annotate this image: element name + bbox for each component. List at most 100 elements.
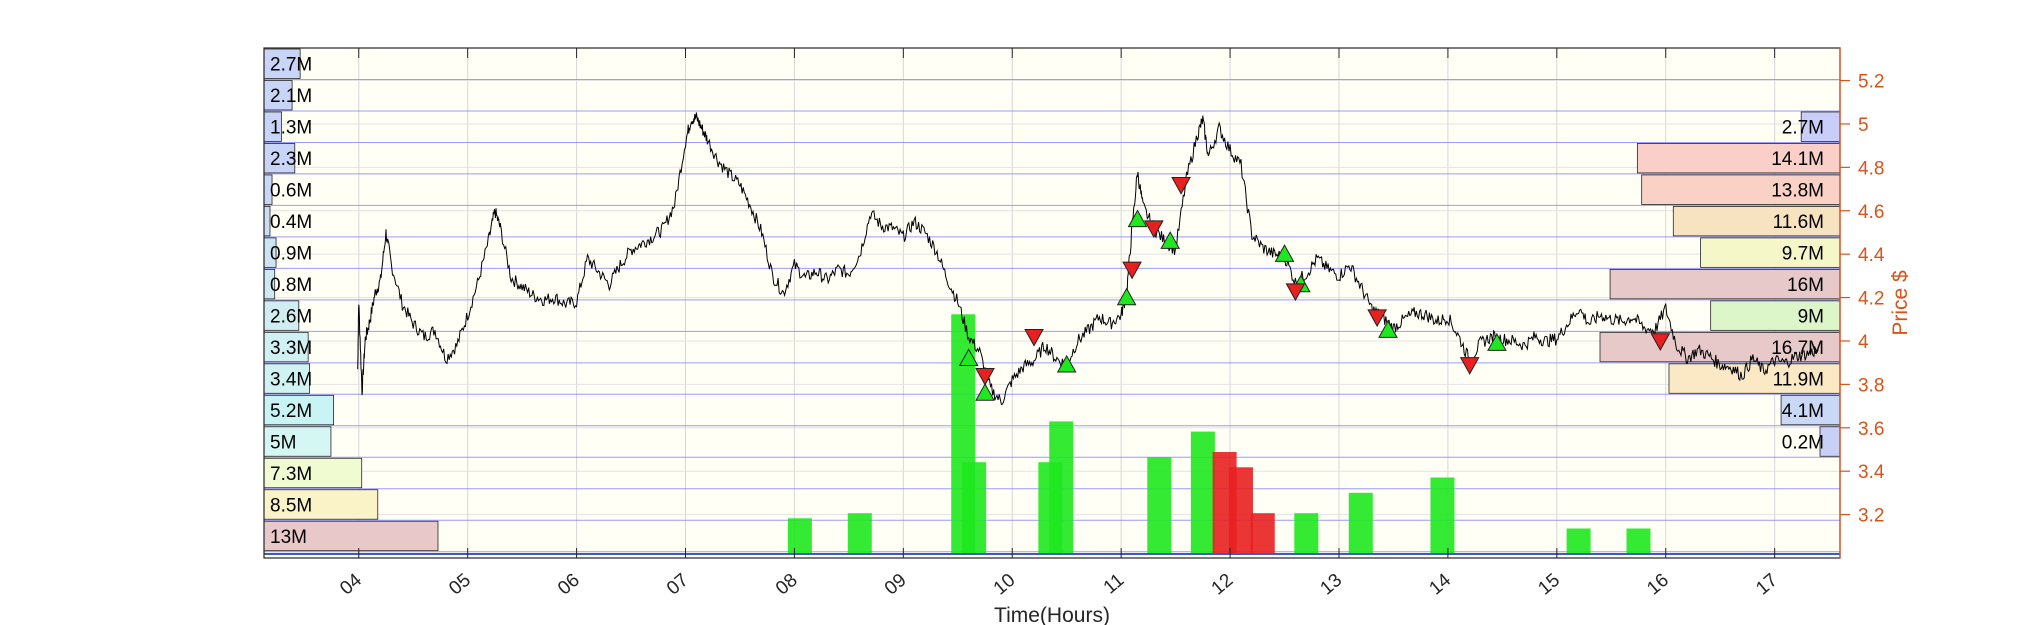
left-profile-bar xyxy=(263,300,300,331)
right-profile-bar xyxy=(1700,237,1841,268)
right-profile-label: 9M xyxy=(1798,307,1824,328)
buy-marker xyxy=(1116,287,1137,306)
sell-marker xyxy=(1143,220,1164,239)
left-profile-label: 13M xyxy=(270,527,307,548)
sell-marker xyxy=(1367,309,1387,328)
left-profile-label: 3.3M xyxy=(270,338,312,359)
x-tick-label: 07 xyxy=(663,570,693,600)
buy-marker xyxy=(1160,231,1181,249)
left-profile-label: 0.4M xyxy=(270,212,312,233)
left-profile-label: 2.6M xyxy=(270,307,312,328)
sell-marker xyxy=(1024,328,1044,347)
volume-bars xyxy=(264,314,1840,555)
y-tick-label: 5.2 xyxy=(1858,72,1884,93)
right-profile-label: 16M xyxy=(1787,275,1824,296)
x-tick-label: 04 xyxy=(336,569,366,599)
y-tick-label: 4.2 xyxy=(1858,289,1884,310)
y-tick-label: 3.4 xyxy=(1858,462,1885,483)
volume-bar xyxy=(1626,528,1651,554)
buy-marker xyxy=(1274,244,1295,262)
right-profile-label: 13.8M xyxy=(1771,181,1824,202)
x-tick-label: 17 xyxy=(1752,570,1782,600)
volume-bar xyxy=(1250,513,1275,554)
left-profile-bar xyxy=(263,363,310,394)
right-profile-bar xyxy=(1636,143,1841,174)
sell-marker xyxy=(1650,333,1671,352)
volume-bar xyxy=(1294,513,1319,554)
buy-marker xyxy=(1127,209,1148,228)
right-profile-bar xyxy=(1609,268,1841,300)
left-profile-label: 2.7M xyxy=(270,55,312,76)
buy-marker xyxy=(975,383,995,401)
left-profile-label: 2.1M xyxy=(270,86,312,107)
right-profile-bar xyxy=(1780,394,1841,426)
y-axis-label: Price $ xyxy=(1889,270,1912,336)
sell-marker xyxy=(975,368,995,386)
left-profile-label: 3.4M xyxy=(270,369,312,390)
volume-bar xyxy=(787,518,812,554)
left-profile-label: 1.3M xyxy=(270,118,312,139)
buy-marker xyxy=(1487,333,1507,351)
y-axis-ticks: 3.2 3.4 3.6 3.8 4 4.2 4.4 4.6 4.8 5 5.2 xyxy=(1840,72,1885,527)
sell-marker xyxy=(1285,283,1306,302)
right-profile-label: 0.2M xyxy=(1782,432,1824,453)
sell-marker xyxy=(1459,357,1480,375)
x-tick-label: 16 xyxy=(1643,570,1673,600)
left-profile-bar xyxy=(263,520,439,552)
volume-bar xyxy=(1147,457,1172,554)
x-tick-label: 14 xyxy=(1425,569,1455,599)
left-profile-label: 2.3M xyxy=(270,149,312,170)
right-profile-bar xyxy=(1668,363,1841,394)
right-profile-label: 4.1M xyxy=(1782,401,1824,422)
y-tick-label: 3.2 xyxy=(1858,506,1884,527)
trade-markers xyxy=(958,177,1671,401)
right-profile-bar xyxy=(1672,206,1841,237)
buy-marker xyxy=(1056,354,1077,373)
volume-bar xyxy=(1049,421,1074,554)
right-profile-label: 14.1M xyxy=(1771,149,1824,170)
y-tick-label: 4.6 xyxy=(1858,202,1884,223)
volume-bar xyxy=(962,462,987,554)
volume-bar xyxy=(1190,431,1215,554)
y-tick-label: 5 xyxy=(1858,115,1869,136)
right-profile-bar xyxy=(1710,300,1841,331)
sell-marker xyxy=(1122,261,1142,280)
left-profile-label: 5M xyxy=(270,432,296,453)
x-tick-label: 13 xyxy=(1317,570,1347,600)
volume-bar xyxy=(1566,528,1591,554)
y-tick-label: 3.6 xyxy=(1858,419,1884,440)
right-volume-profile: 2.7M 14.1M 13.8M 11.6M 9.7M 16M 9M 16.7M 11.9M 4.… xyxy=(1599,111,1841,457)
left-profile-bar xyxy=(263,489,379,520)
volume-bar xyxy=(1348,492,1373,554)
x-tick-label: 09 xyxy=(881,570,911,600)
left-profile-bar xyxy=(263,394,334,426)
x-axis-label: Time(Hours) xyxy=(994,604,1110,625)
right-profile-label: 11.6M xyxy=(1773,212,1824,233)
left-profile-label: 0.8M xyxy=(270,275,312,296)
sell-marker xyxy=(1171,177,1191,195)
left-profile-label: 0.9M xyxy=(270,244,312,265)
volume-bar xyxy=(847,513,872,554)
y-tick-label: 4.8 xyxy=(1858,158,1884,179)
x-tick-label: 11 xyxy=(1100,570,1129,599)
right-profile-label: 9.7M xyxy=(1782,244,1824,265)
buy-marker xyxy=(958,348,979,367)
left-profile-bar xyxy=(263,48,301,79)
x-tick-label: 12 xyxy=(1208,570,1238,600)
left-profile-bar xyxy=(263,331,309,363)
right-profile-label: 16.7M xyxy=(1771,338,1824,359)
y-tick-label: 3.8 xyxy=(1858,375,1884,396)
x-tick-label: 10 xyxy=(990,570,1020,600)
right-profile-label: 2.7M xyxy=(1782,118,1824,139)
right-profile-label: 11.9M xyxy=(1773,369,1824,390)
left-profile-bar xyxy=(263,80,293,111)
left-profile-label: 0.6M xyxy=(270,181,312,202)
left-profile-label: 5.2M xyxy=(270,401,312,422)
x-tick-label: 06 xyxy=(554,570,584,600)
left-profile-bar xyxy=(263,457,363,489)
x-tick-label: 05 xyxy=(445,570,475,600)
left-volume-profile: 2.7M 2.1M 1.3M 2.3M 0.6M 0.4M 0.9M 0.8M 2.6M 3.3M… xyxy=(263,48,439,552)
left-profile-label: 7.3M xyxy=(270,464,312,485)
y-tick-label: 4 xyxy=(1858,332,1869,353)
